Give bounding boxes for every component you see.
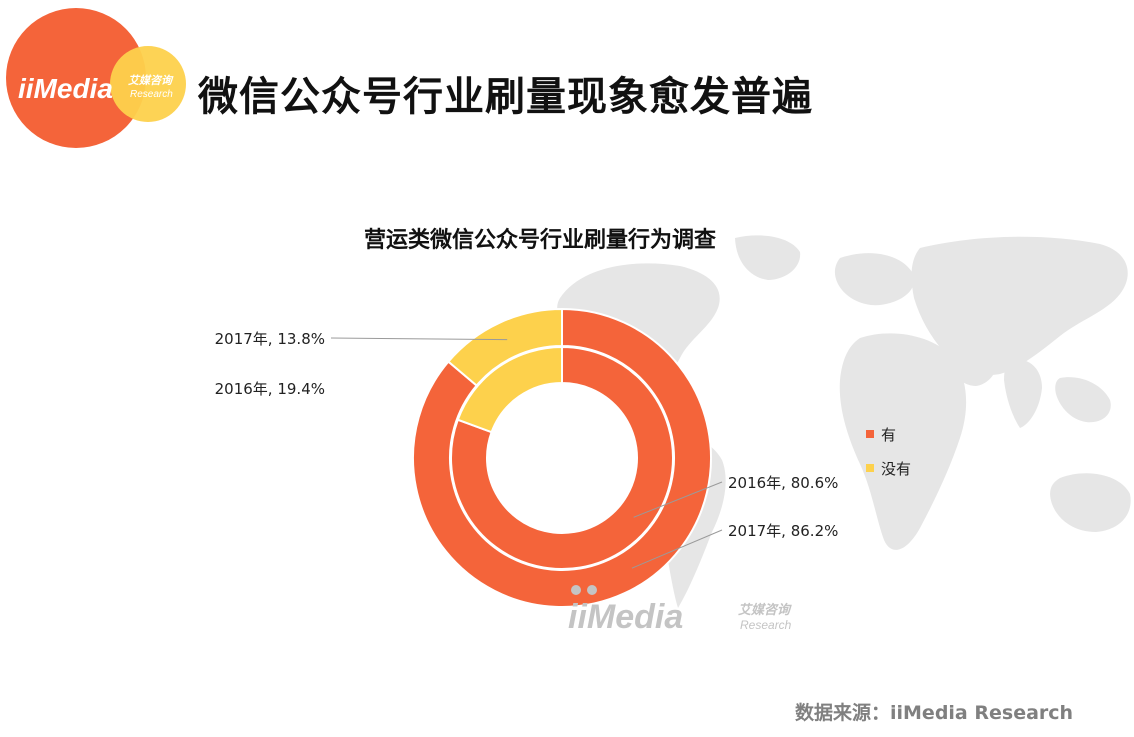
map-africa: [839, 333, 967, 550]
logo-cn-name: 艾媒咨询: [128, 74, 174, 87]
legend-label-no: 没有: [881, 459, 912, 478]
leader-line-outer-yes: [631, 529, 723, 569]
data-label-outer-no: 2017年, 13.8%: [215, 330, 325, 348]
watermark-dot-left: [571, 585, 581, 595]
leader-line-outer-no: [330, 337, 508, 341]
world-map-background: [557, 235, 1131, 608]
legend-swatch-yes: [866, 430, 874, 438]
legend-label-yes: 有: [881, 425, 897, 444]
map-india: [1004, 359, 1042, 428]
map-middle-east: [946, 336, 997, 386]
map-europe: [834, 253, 915, 306]
data-label-inner-yes: 2016年, 80.6%: [728, 474, 838, 492]
chart-legend: 有 没有: [866, 424, 911, 492]
page-title: 微信公众号行业刷量现象愈发普遍: [198, 74, 813, 120]
source-note: 数据来源：iiMedia Research: [795, 702, 1074, 724]
watermark-cn-name: 艾媒咨询: [738, 602, 792, 618]
logo-orange-circle: [6, 8, 146, 148]
legend-item-yes: 有: [866, 424, 911, 444]
watermark-dot-right: [587, 585, 597, 595]
logo-en-name: Research: [130, 89, 173, 100]
leader-line-inner-yes: [633, 481, 723, 518]
iimedia-logo: iiMedia 艾媒咨询 Research: [6, 8, 186, 148]
watermark-brand: iiMedia: [568, 598, 683, 636]
logo-yellow-circle: [110, 46, 186, 122]
logo-brand: iiMedia: [18, 73, 113, 104]
map-southeast-asia: [1055, 377, 1111, 423]
data-label-outer-yes: 2017年, 86.2%: [728, 522, 838, 540]
slice-inner-yes: [450, 345, 674, 570]
watermark-en-name: Research: [740, 618, 792, 632]
map-australia: [1050, 473, 1131, 532]
chart-title: 营运类微信公众号行业刷量行为调查: [363, 228, 716, 253]
legend-swatch-no: [866, 464, 874, 472]
map-greenland: [735, 235, 801, 280]
iimedia-watermark: iiMedia 艾媒咨询 Research: [568, 585, 792, 636]
legend-item-no: 没有: [866, 458, 911, 478]
data-label-inner-no: 2016年, 19.4%: [215, 380, 325, 398]
slice-inner-no: [456, 345, 563, 434]
